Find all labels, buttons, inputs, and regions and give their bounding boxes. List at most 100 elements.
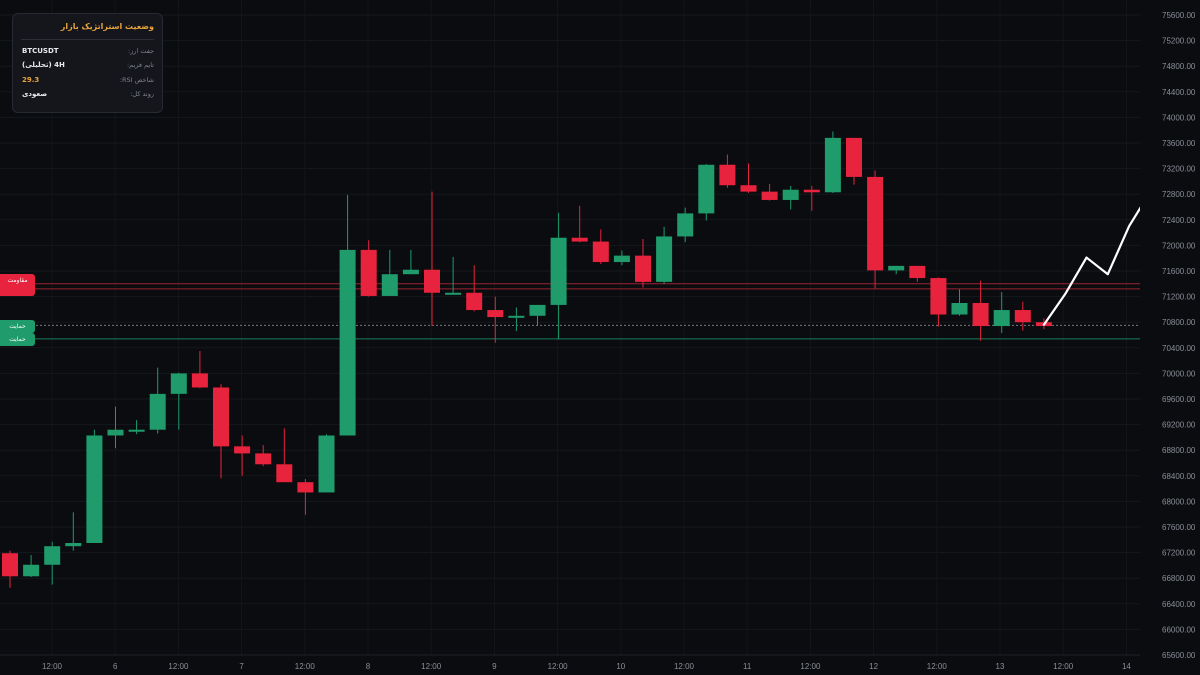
candle-bearish xyxy=(803,185,820,211)
timeframe-label: تایم فریم: xyxy=(126,61,154,69)
candle-bullish xyxy=(381,249,398,296)
candle-bearish xyxy=(761,183,778,201)
price-tick-label: 66800.00 xyxy=(1162,574,1196,583)
time-tick-label: 12:00 xyxy=(548,662,569,671)
price-tick-label: 70000.00 xyxy=(1162,369,1196,378)
candle-bearish xyxy=(740,163,757,193)
candle-bullish xyxy=(445,256,462,295)
price-tick-label: 68800.00 xyxy=(1162,446,1196,455)
time-tick-label: 6 xyxy=(113,662,118,671)
candle-body xyxy=(23,564,40,577)
candle-body xyxy=(508,315,525,318)
candle-bullish xyxy=(170,372,187,430)
time-tick-label: 12:00 xyxy=(42,662,63,671)
candle-body xyxy=(677,213,694,237)
candle-body xyxy=(255,453,272,465)
candle-bearish xyxy=(909,265,926,282)
candle-bearish xyxy=(466,265,483,312)
price-tick-label: 68400.00 xyxy=(1162,472,1196,481)
candle-body xyxy=(719,164,736,186)
projection-path xyxy=(1042,190,1152,326)
candle-bearish xyxy=(930,277,947,327)
candle-body xyxy=(213,387,229,447)
time-axis[interactable]: 12:00 6 12:00 7 12:00 8 12:00 9 12:00 10 12:00 11 12… xyxy=(0,654,1140,671)
candle-body xyxy=(424,269,440,293)
price-tick-label: 74800.00 xyxy=(1162,62,1196,71)
candle-body xyxy=(824,137,841,193)
price-tick-label: 73600.00 xyxy=(1162,139,1196,148)
time-tick-label: 12:00 xyxy=(674,662,695,671)
candle-bullish xyxy=(149,367,166,434)
rsi-value: 29.3 xyxy=(22,76,40,84)
pair-label: جفت ارز: xyxy=(127,47,154,55)
time-tick-label: 11 xyxy=(743,662,752,671)
candle-body xyxy=(993,310,1010,327)
time-tick-label: 9 xyxy=(492,662,497,671)
candle-bullish xyxy=(23,555,40,577)
candle-body xyxy=(170,373,187,394)
candle-bullish xyxy=(824,131,841,193)
candle-bullish xyxy=(65,512,82,551)
price-tick-label: 75600.00 xyxy=(1162,11,1196,20)
time-tick-label: 12:00 xyxy=(168,662,189,671)
price-tick-label: 66000.00 xyxy=(1162,625,1196,634)
candle-bullish xyxy=(529,304,546,327)
support-tag-1[interactable]: حمایت xyxy=(0,320,35,333)
candle-bearish xyxy=(592,229,609,264)
price-tick-label: 72400.00 xyxy=(1162,216,1196,225)
candle-bearish xyxy=(2,550,18,588)
candle-body xyxy=(2,553,18,577)
candle-body xyxy=(318,435,335,493)
time-tick-label: 12:00 xyxy=(927,662,948,671)
trend-label: روند کل: xyxy=(130,90,154,98)
candle-bullish xyxy=(613,250,630,266)
candle-bearish xyxy=(234,435,251,476)
support-resistance-lines xyxy=(0,283,1140,340)
price-tick-label: 69200.00 xyxy=(1162,421,1196,430)
time-tick-label: 14 xyxy=(1122,662,1131,671)
candle-body xyxy=(339,249,356,436)
candle-body xyxy=(592,241,609,263)
candle-body xyxy=(635,255,651,282)
price-tick-label: 71600.00 xyxy=(1162,267,1196,276)
candle-body xyxy=(360,249,377,296)
projection-line xyxy=(1042,190,1152,326)
candle-bearish xyxy=(191,351,208,389)
candle-body xyxy=(466,292,483,311)
candle-bearish xyxy=(719,154,736,188)
candle-body xyxy=(276,464,293,483)
candle-body xyxy=(1014,310,1031,323)
candle-body xyxy=(846,137,862,177)
candle-body xyxy=(487,310,504,318)
candle-body xyxy=(656,236,673,282)
candle-body xyxy=(571,237,588,242)
candle-body xyxy=(65,543,82,547)
time-tick-label: 12:00 xyxy=(421,662,442,671)
candle-bearish xyxy=(360,240,377,297)
price-tick-label: 67200.00 xyxy=(1162,549,1196,558)
time-tick-label: 12:00 xyxy=(800,662,821,671)
time-tick-label: 13 xyxy=(996,662,1005,671)
candle-body xyxy=(381,274,398,296)
rsi-label: شاخص RSI: xyxy=(119,76,154,84)
candle-bullish xyxy=(44,541,61,585)
price-axis[interactable]: 75600.00 75200.00 74800.00 74400.00 74000.00… xyxy=(1140,0,1200,675)
candle-body xyxy=(803,189,820,193)
trend-value: صعودی xyxy=(22,90,48,98)
candle-bullish xyxy=(107,406,124,449)
price-axis-background xyxy=(1140,0,1200,675)
candle-body xyxy=(782,189,799,200)
price-tick-label: 72000.00 xyxy=(1162,241,1196,250)
candle-body xyxy=(972,303,989,327)
support-tag-2[interactable]: حمایت xyxy=(0,333,35,346)
panel-row-pair: جفت ارز: BTCUSDT xyxy=(22,47,154,59)
price-tick-label: 69600.00 xyxy=(1162,395,1196,404)
candle-body xyxy=(909,265,926,279)
candle-bearish xyxy=(972,280,989,341)
candle-body xyxy=(402,269,419,275)
resistance-tag[interactable]: مقاومت xyxy=(0,274,35,296)
price-tick-label: 68000.00 xyxy=(1162,497,1196,506)
candle-bullish xyxy=(550,212,567,340)
candle-body xyxy=(550,237,567,305)
